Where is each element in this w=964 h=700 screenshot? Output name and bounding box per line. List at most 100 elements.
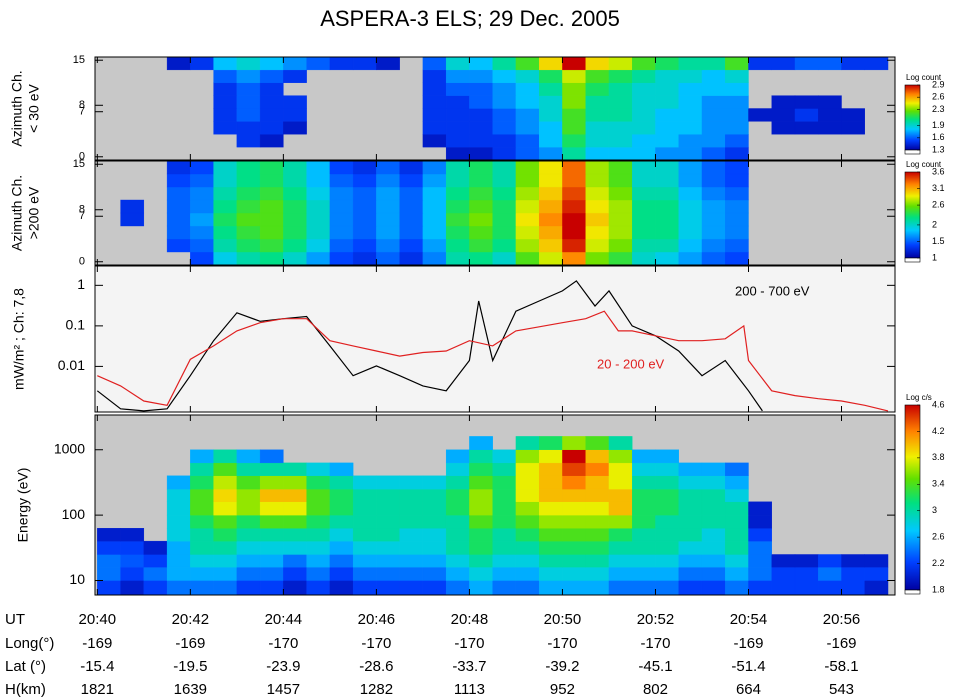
heatmap-cell (259, 56, 284, 71)
heatmap-cell (701, 540, 726, 555)
heatmap-cell (538, 449, 563, 464)
heatmap-cell (283, 225, 307, 240)
heatmap-cell (329, 251, 354, 266)
heatmap-cell (562, 108, 586, 122)
colorbar-tick-label: 4.2 (932, 426, 945, 436)
heatmap-cell (236, 108, 261, 122)
heatmap-cell (585, 501, 610, 516)
colorbar-tick-label: 3.8 (932, 452, 945, 462)
heatmap-cell (445, 462, 470, 476)
heatmap-cell (515, 95, 540, 109)
heatmap-cell (422, 199, 447, 214)
heatmap-cell (190, 540, 214, 555)
heatmap-cell (608, 160, 633, 175)
heatmap-cell (538, 501, 563, 516)
heatmap-cell (818, 580, 842, 596)
heatmap-cell (655, 475, 679, 490)
heatmap-cell (143, 580, 168, 596)
heatmap-cell (469, 501, 493, 516)
heatmap-cell (190, 501, 214, 516)
heatmap-cell (352, 160, 377, 175)
heatmap-cell (562, 462, 586, 476)
heatmap-cell (166, 186, 191, 201)
heatmap-cell (376, 528, 400, 542)
heatmap-cell (748, 501, 772, 516)
heatmap-cell (236, 501, 261, 516)
heatmap-cell (306, 225, 331, 240)
heatmap-cell (725, 462, 749, 476)
heatmap-cell (515, 134, 540, 148)
ephemeris-value: 1282 (360, 681, 393, 698)
heatmap-cell (655, 173, 679, 188)
heatmap-cell (166, 554, 191, 568)
heatmap-cell (306, 554, 331, 568)
colorbar-tick-label: 1.5 (932, 236, 945, 246)
heatmap-cell (306, 173, 331, 188)
heatmap-cell (725, 146, 749, 161)
heatmap-cell (166, 56, 191, 71)
heatmap-cell (515, 501, 540, 516)
heatmap-cell (166, 514, 191, 529)
heatmap-cell (655, 146, 679, 161)
heatmap-cell (515, 82, 540, 96)
heatmap-cell (166, 540, 191, 555)
heatmap-cell (608, 82, 633, 96)
heatmap-cell (352, 475, 377, 490)
heatmap-cell (841, 566, 865, 581)
heatmap-cell (608, 56, 633, 71)
heatmap-cell (632, 580, 656, 596)
heatmap-cell (352, 554, 377, 568)
heatmap-cell (725, 501, 749, 516)
heatmap-cell (562, 449, 586, 464)
heatmap-cell (399, 475, 424, 490)
heatmap-cell (608, 225, 633, 240)
heatmap-cell (632, 69, 656, 83)
heatmap-cell (562, 528, 586, 542)
colorbar (904, 404, 921, 591)
heatmap-cell (422, 528, 447, 542)
heatmap-cell (538, 238, 563, 253)
heatmap-cell (562, 134, 586, 148)
heatmap-cell (794, 554, 819, 568)
heatmap-cell (306, 528, 331, 542)
heatmap-cell (655, 238, 679, 253)
heatmap-cell (352, 186, 377, 201)
heatmap-cell (515, 462, 540, 476)
colorbar-title: Log count (906, 73, 942, 82)
heatmap-cell (190, 251, 214, 266)
heatmap-cell (538, 69, 563, 83)
heatmap-cell (655, 488, 679, 502)
heatmap-cell (352, 56, 377, 71)
heatmap-cell (445, 173, 470, 188)
colorbar-title: Log c/s (906, 393, 932, 402)
heatmap-cell (701, 580, 726, 596)
heatmap-cell (469, 488, 493, 502)
heatmap-cell (701, 95, 726, 109)
x-tick-label: 20:52 (637, 611, 675, 628)
heatmap-cell (469, 238, 493, 253)
heatmap-cell (306, 501, 331, 516)
heatmap-cell (236, 514, 261, 529)
heatmap-cell (399, 251, 424, 266)
y-tick-label: 15 (73, 54, 85, 66)
colorbar-tick-label: 1.3 (932, 144, 945, 154)
heatmap-cell (376, 160, 400, 175)
heatmap-cell (97, 566, 121, 581)
heatmap-cell (166, 475, 191, 490)
heatmap-cell (701, 121, 726, 135)
heatmap-cell (236, 186, 261, 201)
heatmap-cell (492, 225, 517, 240)
heatmap-cell (422, 69, 447, 83)
heatmap-cell (329, 199, 354, 214)
heatmap-cell (306, 212, 331, 227)
heatmap-cell (213, 108, 238, 122)
heatmap-cell (701, 108, 726, 122)
heatmap-cell (469, 121, 493, 135)
heatmap-cell (585, 528, 610, 542)
heatmap-cell (236, 238, 261, 253)
heatmap-cell (259, 238, 284, 253)
heatmap-cell (701, 554, 726, 568)
heatmap-cell (445, 238, 470, 253)
x-tick-label: 20:42 (172, 611, 210, 628)
heatmap-cell (655, 580, 679, 596)
